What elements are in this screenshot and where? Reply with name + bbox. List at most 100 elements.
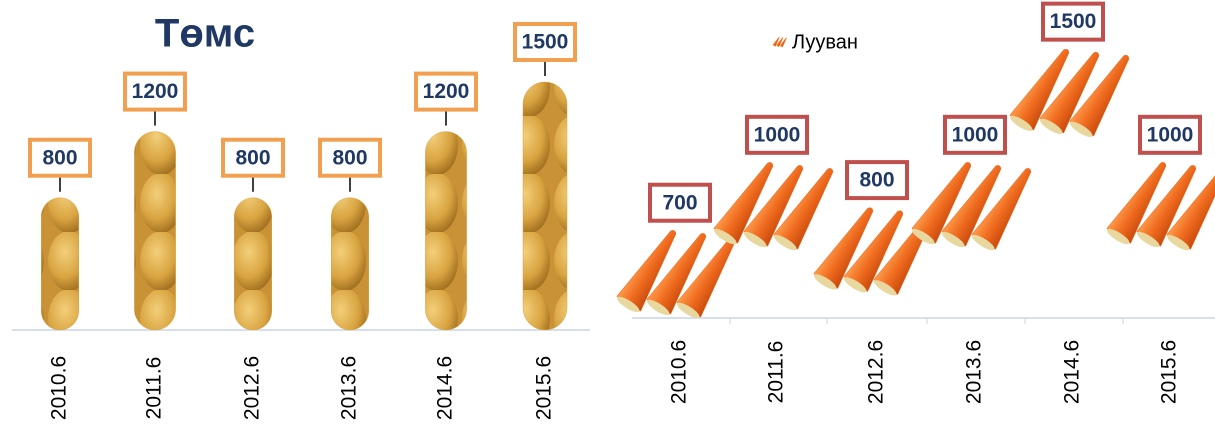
carrot-top — [647, 299, 670, 316]
carrot — [743, 165, 804, 248]
carrot-top — [1167, 234, 1190, 251]
data-label-box: 1200 — [123, 71, 187, 112]
bar — [425, 131, 467, 331]
data-label-box: 800 — [221, 137, 285, 178]
data-label: 1200 — [132, 80, 179, 103]
carrot — [941, 165, 1002, 248]
data-label-box: 1000 — [1138, 114, 1202, 155]
data-label-box: 1500 — [1041, 1, 1105, 42]
data-label-box: 800 — [318, 137, 382, 178]
x-tick-label: 2015.6 — [1158, 340, 1181, 404]
x-tick-label: 2011.6 — [143, 357, 166, 420]
data-label-box: 1000 — [943, 114, 1007, 155]
carrot-marker — [772, 36, 787, 48]
bar — [134, 131, 176, 331]
data-label-box: 800 — [845, 160, 909, 201]
bar — [41, 197, 79, 331]
carrot-top — [772, 44, 776, 47]
carrot — [773, 168, 834, 251]
carrot-marker — [616, 230, 737, 319]
x-tick-label: 2013.6 — [963, 340, 986, 404]
carrot-top — [714, 228, 737, 245]
label-frame — [1041, 1, 1105, 42]
carrot-marker — [1106, 162, 1215, 251]
bar — [331, 197, 369, 331]
x-tick-label: 2012.6 — [865, 340, 888, 404]
carrot-top — [874, 280, 897, 296]
chart-title: Төмс — [155, 12, 255, 56]
carrot — [971, 168, 1032, 251]
carrot — [616, 230, 677, 313]
bar — [234, 197, 272, 331]
data-label: 1500 — [1050, 10, 1097, 33]
carrot — [1106, 162, 1167, 245]
data-label: 1000 — [1147, 123, 1194, 146]
legend: Лууван — [792, 31, 858, 53]
data-label: 700 — [662, 191, 697, 214]
carrot-marker — [713, 162, 834, 251]
data-label: 800 — [332, 146, 367, 169]
carrot — [1009, 49, 1070, 132]
carrot — [1039, 52, 1100, 135]
carrot — [646, 233, 707, 316]
data-label: 1200 — [423, 80, 470, 103]
data-label: 1000 — [754, 123, 801, 146]
x-tick-label: 2014.6 — [1061, 340, 1084, 404]
x-tick-label: 2013.6 — [338, 356, 361, 420]
data-label: 1000 — [952, 123, 999, 146]
label-frame — [513, 22, 577, 62]
carrot-top — [1040, 118, 1063, 135]
label-frame — [318, 137, 382, 178]
carrot-top — [844, 277, 867, 293]
carrot-top — [677, 302, 700, 319]
carrot — [775, 37, 784, 48]
x-tick-label: 2015.6 — [533, 356, 556, 420]
carrot-marker — [911, 162, 1032, 251]
label-frame — [1138, 114, 1202, 155]
x-tick-label: 2011.6 — [765, 341, 788, 404]
label-frame — [28, 137, 92, 178]
carrot-marker — [1009, 49, 1130, 138]
x-tick-label: 2010.6 — [668, 340, 691, 404]
data-label-box: 1200 — [414, 71, 478, 112]
carrot-top — [1107, 228, 1130, 245]
carrot-top — [912, 228, 935, 245]
carrot-top — [1070, 121, 1093, 138]
carrot-top — [776, 45, 779, 48]
carrot — [772, 36, 780, 47]
carrot — [713, 162, 774, 245]
data-label-box: 1500 — [513, 22, 577, 62]
data-label: 1500 — [522, 31, 569, 54]
x-tick-label: 2010.6 — [48, 356, 71, 420]
label-frame — [845, 160, 909, 201]
data-label-box: 700 — [648, 182, 712, 223]
carrot-top — [744, 231, 767, 248]
label-frame — [123, 71, 187, 112]
x-tick-label: 2012.6 — [241, 356, 264, 420]
carrot — [843, 210, 904, 293]
carrot — [911, 162, 972, 245]
carrot-top — [779, 45, 783, 48]
legend-label: Лууван — [792, 31, 858, 53]
carrot — [1069, 55, 1130, 138]
carrot — [1166, 168, 1215, 251]
data-label: 800 — [235, 146, 270, 169]
carrot — [1136, 165, 1197, 248]
carrot — [813, 207, 874, 290]
carrot-top — [814, 274, 837, 290]
data-label-box: 1000 — [745, 114, 809, 155]
carrot-top — [972, 234, 995, 251]
data-label: 800 — [42, 146, 77, 169]
carrot-top — [774, 234, 797, 251]
carrot-top — [942, 231, 965, 248]
carrot-top — [617, 296, 640, 313]
label-frame — [648, 182, 712, 223]
data-label-box: 800 — [28, 137, 92, 178]
label-frame — [943, 114, 1007, 155]
carrot — [779, 37, 787, 48]
label-frame — [745, 114, 809, 155]
carrot-top — [1137, 231, 1160, 248]
data-label: 800 — [859, 169, 894, 192]
